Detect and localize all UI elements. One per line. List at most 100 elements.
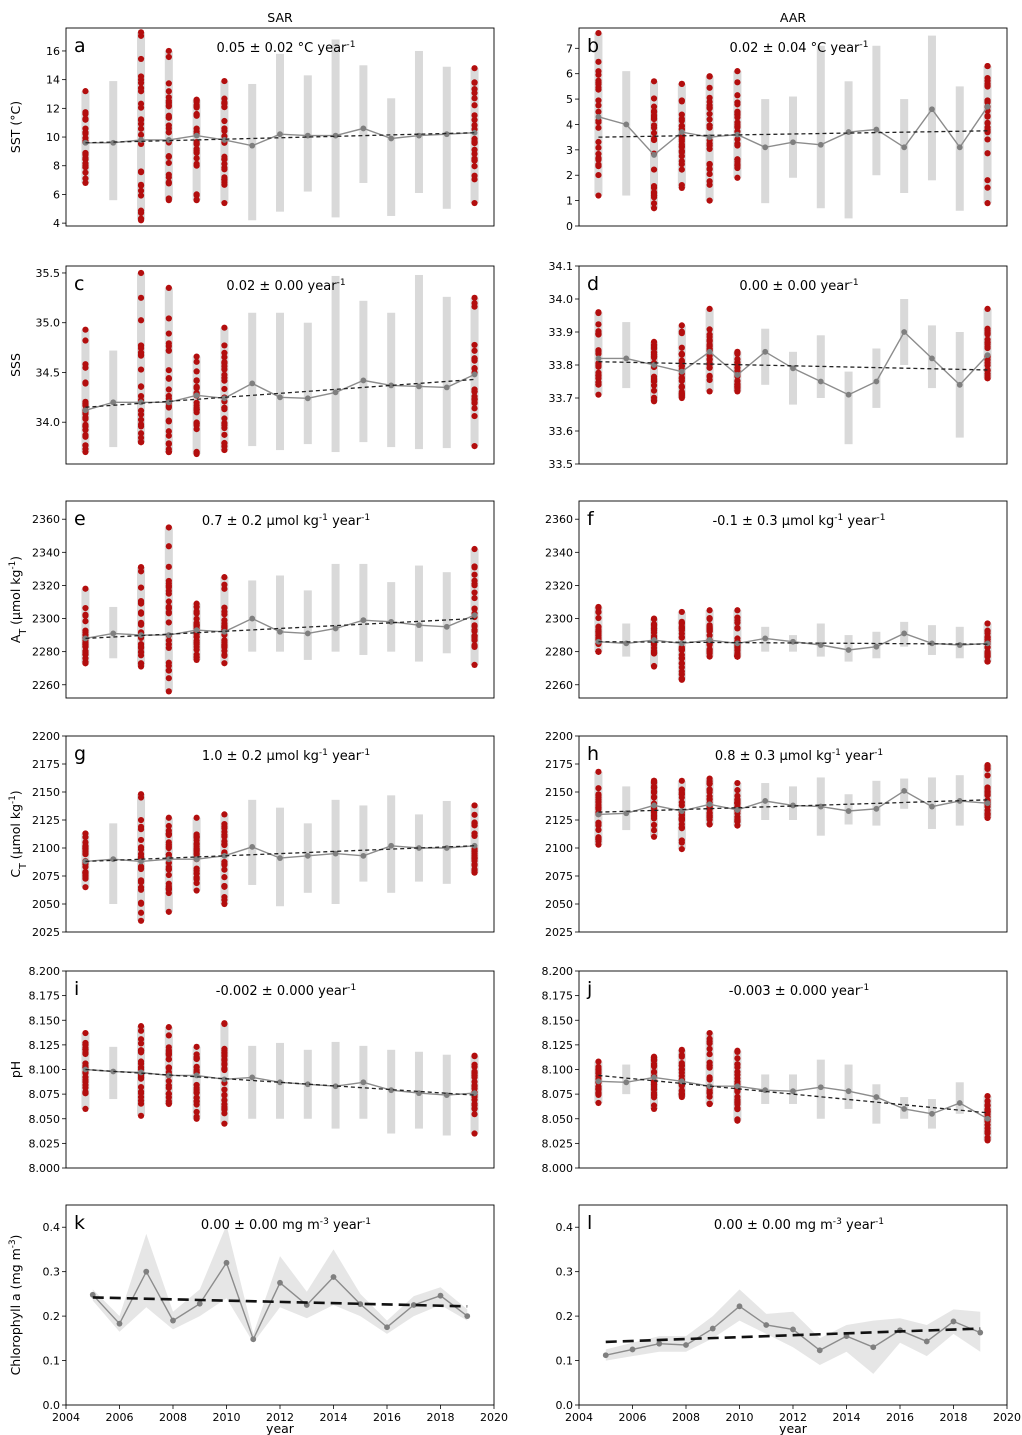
y-tick-label-h: 2050 <box>545 898 573 911</box>
observation-point-a-2009 <box>193 125 200 132</box>
mean-point-g-2014 <box>332 850 339 857</box>
observation-point-e-2007 <box>137 584 145 591</box>
observation-point-f-2009 <box>706 632 713 639</box>
observation-point-j-2009 <box>706 1045 713 1052</box>
mean-point-f-2005 <box>595 638 602 645</box>
mean-point-l-2019 <box>977 1329 984 1336</box>
observation-point-e-2019 <box>471 589 478 596</box>
observation-point-b-2005 <box>595 124 602 131</box>
mean-point-k-2019 <box>464 1313 471 1320</box>
observation-point-c-2009 <box>193 384 200 392</box>
observation-point-d-2019 <box>984 327 991 334</box>
observation-point-b-2019 <box>984 62 991 70</box>
observation-point-i-2019 <box>471 1053 478 1060</box>
mean-point-k-2008 <box>170 1317 176 1324</box>
y-tick-label-d: 33.9 <box>549 326 574 339</box>
panel-letter-b: b <box>587 35 599 57</box>
y-tick-label-h: 2100 <box>545 842 573 855</box>
observation-point-a-2019 <box>471 163 478 170</box>
observation-point-j-2010 <box>734 1116 741 1123</box>
x-axis-label-left: year <box>266 1421 295 1435</box>
observation-point-g-2008 <box>165 866 172 873</box>
observation-point-b-2005 <box>595 138 602 146</box>
observation-point-c-2019 <box>471 396 478 403</box>
observation-point-g-2007 <box>137 836 145 844</box>
observation-point-g-2009 <box>193 814 200 821</box>
observation-point-d-2007 <box>650 397 658 404</box>
trend-annotation-h: 0.8 ± 0.3 μmol kg-1 year-1 <box>715 748 883 764</box>
y-axis-label-g: CT (μmol kg-1) <box>8 790 29 877</box>
observation-point-b-2010 <box>734 108 741 115</box>
mean-point-e-2015 <box>360 617 367 624</box>
y-tick-label-h: 2125 <box>545 814 573 827</box>
observation-point-d-2008 <box>678 322 685 329</box>
y-tick-label-b: 7 <box>566 42 573 55</box>
observation-point-c-2008 <box>165 330 172 337</box>
observation-point-f-2005 <box>595 632 602 639</box>
observation-point-d-2009 <box>706 305 713 312</box>
observation-point-b-2007 <box>650 103 658 110</box>
observation-point-i-2019 <box>471 1072 478 1079</box>
observation-point-g-2019 <box>471 857 478 865</box>
plot-frame-b <box>578 27 1008 227</box>
panel-letter-i: i <box>74 978 79 1000</box>
trend-annotation-i: -0.002 ± 0.000 year-1 <box>216 983 357 999</box>
observation-point-d-2008 <box>678 344 685 351</box>
observation-point-i-2009 <box>193 1055 200 1062</box>
observation-point-i-2010 <box>221 1092 228 1099</box>
observation-point-f-2010 <box>734 607 741 614</box>
panel-g: 2025 2050 2075 2100 2125 2150 2175 2200 g 1.0 ± 0… <box>8 730 495 939</box>
observation-point-e-2010 <box>221 639 228 646</box>
observation-point-i-2010 <box>221 1110 228 1117</box>
mean-point-c-2011 <box>249 380 256 387</box>
y-tick-label-k: 0.4 <box>43 1221 61 1234</box>
observation-point-d-2007 <box>650 378 658 385</box>
observation-point-j-2005 <box>595 1099 602 1107</box>
mean-point-g-2015 <box>360 852 367 859</box>
observation-point-e-2005 <box>82 660 89 667</box>
observation-point-i-2009 <box>193 1084 200 1091</box>
range-bar-d-2006 <box>622 322 631 389</box>
range-bar-b-2007 <box>650 81 659 209</box>
range-bar-e-2014 <box>331 563 340 652</box>
observation-point-b-2005 <box>595 161 602 168</box>
x-axis-label-right: year <box>779 1421 808 1435</box>
mean-point-g-2011 <box>249 843 256 850</box>
y-tick-label-e: 2280 <box>32 646 60 659</box>
range-bar-a-2017 <box>414 50 423 194</box>
mean-point-b-2016 <box>901 144 908 151</box>
observation-point-e-2005 <box>82 641 89 649</box>
observation-point-j-2009 <box>706 1087 713 1094</box>
range-bar-c-2018 <box>442 296 451 449</box>
observation-point-b-2008 <box>678 143 685 150</box>
observation-point-a-2005 <box>82 116 89 123</box>
y-tick-label-a: 10 <box>46 131 60 144</box>
y-tick-label-j: 8.150 <box>542 1014 574 1027</box>
observation-point-g-2007 <box>137 879 145 886</box>
y-tick-label-k: 0.0 <box>43 1399 61 1412</box>
observation-point-i-2019 <box>471 1111 478 1118</box>
y-tick-label-a: 14 <box>46 74 60 87</box>
observation-point-b-2010 <box>734 142 741 149</box>
mean-point-i-2015 <box>360 1079 367 1086</box>
observation-point-a-2005 <box>82 179 89 187</box>
observation-point-g-2008 <box>165 844 172 852</box>
observation-point-b-2009 <box>706 110 713 118</box>
observation-point-g-2008 <box>165 871 172 879</box>
mean-point-h-2005 <box>595 811 602 818</box>
observation-point-b-2010 <box>734 79 741 86</box>
observation-point-d-2009 <box>706 364 713 371</box>
y-tick-label-g: 2100 <box>32 842 60 855</box>
mean-point-e-2012 <box>277 628 283 635</box>
observation-point-h-2009 <box>706 793 713 800</box>
observation-point-g-2010 <box>221 866 228 873</box>
observation-point-g-2007 <box>137 884 145 891</box>
mean-point-j-2016 <box>901 1106 908 1112</box>
y-tick-label-a: 12 <box>46 102 60 115</box>
observation-point-e-2005 <box>82 604 89 612</box>
panel-letter-c: c <box>74 273 84 295</box>
observation-point-j-2019 <box>984 1130 991 1137</box>
mean-point-e-2017 <box>416 622 422 629</box>
mean-point-f-2015 <box>873 643 880 650</box>
observation-point-a-2007 <box>137 182 145 189</box>
